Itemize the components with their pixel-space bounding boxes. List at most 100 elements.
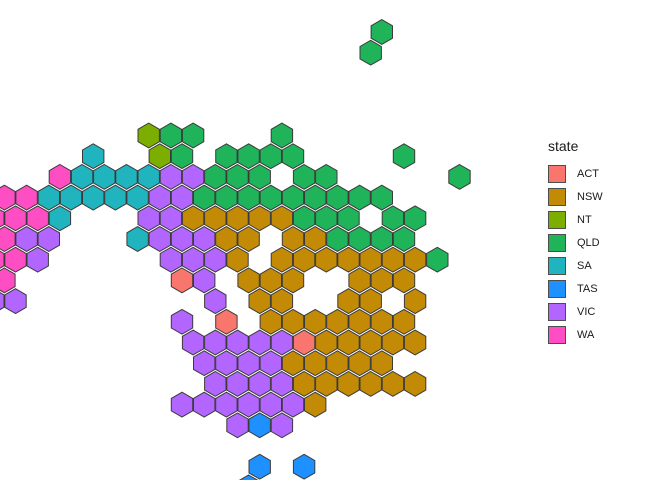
hex-cell-vic — [181, 329, 205, 356]
hex-cell-vic — [259, 391, 282, 418]
hex-cell-vic — [226, 412, 249, 439]
hex-cell-wa — [0, 267, 16, 294]
hex-cell-vic — [204, 288, 227, 315]
hex-cell-tas — [248, 412, 271, 439]
hex-cell-act — [215, 308, 238, 335]
hex-cell-vic — [170, 308, 194, 335]
hex-cell-nsw — [381, 370, 405, 397]
hex-cell-vic — [4, 288, 27, 315]
hex-cell-qld — [348, 184, 371, 211]
hex-cell-sa — [115, 163, 138, 190]
hex-cell-vic — [193, 350, 216, 377]
hex-cell-nsw — [326, 308, 349, 335]
legend-item-wa: WA — [548, 323, 603, 346]
hex-cell-vic — [170, 184, 194, 211]
hex-cell-qld — [426, 246, 449, 273]
hex-cell-nsw — [370, 267, 393, 294]
hex-cell-qld — [204, 163, 227, 190]
hex-cell-sa — [126, 184, 149, 211]
hex-cell-wa — [4, 246, 27, 273]
legend-item-vic: VIC — [548, 300, 603, 323]
legend-key-vic — [548, 302, 566, 321]
legend-item-qld: QLD — [548, 231, 603, 254]
hex-cell-vic — [204, 370, 227, 397]
hex-cell-vic — [148, 226, 171, 252]
hex-cell-sa — [59, 184, 83, 211]
legend-label-wa: WA — [577, 328, 595, 341]
hex-cell-qld — [215, 184, 238, 211]
hex-cell-qld — [226, 163, 249, 190]
hex-cell-nsw — [204, 205, 227, 232]
hex-cell-qld — [292, 163, 316, 190]
hex-cell-nsw — [304, 391, 327, 418]
hex-cell-qld — [170, 143, 194, 170]
legend-key-sa — [548, 256, 566, 275]
legend-items: ACT NSW NT QLD SA TAS VIC WA — [548, 162, 603, 346]
legend-title: state — [548, 138, 579, 154]
hex-cell-nsw — [392, 267, 416, 294]
hex-cell-nsw — [281, 226, 305, 252]
hex-cell-nsw — [237, 226, 260, 252]
hex-cell-sa — [104, 184, 127, 211]
hex-cell-vic — [159, 205, 183, 232]
hex-cell-qld — [403, 205, 427, 232]
hex-cell-nt — [137, 122, 160, 149]
hex-cell-vic — [248, 370, 271, 397]
hex-cell-vic — [15, 226, 38, 252]
hex-cell-vic — [270, 370, 294, 397]
hex-cell-wa — [0, 209, 5, 228]
hex-cell-tas — [238, 474, 259, 480]
hex-cell-nsw — [259, 308, 282, 335]
hex-cell-nsw — [348, 350, 371, 377]
hex-cell-qld — [315, 163, 338, 190]
hex-cell-vic — [248, 329, 271, 356]
hex-cell-nsw — [392, 308, 416, 335]
hex-cell-vic — [226, 370, 249, 397]
hex-cell-nsw — [370, 350, 393, 377]
legend-label-nsw: NSW — [577, 190, 603, 203]
hex-cell-qld — [337, 205, 360, 232]
hex-cell-nsw — [359, 329, 382, 356]
hex-cell-nsw — [337, 329, 360, 356]
legend-label-nt: NT — [577, 213, 592, 226]
hex-cell-sa — [48, 205, 72, 232]
hex-cell-nsw — [259, 267, 282, 294]
hex-cell-qld — [215, 143, 238, 170]
hex-cell-nsw — [315, 329, 338, 356]
hex-cell-nsw — [281, 350, 305, 377]
hex-cell-nsw — [304, 226, 327, 252]
hex-cell-qld — [159, 122, 183, 149]
hex-cell-nsw — [281, 267, 305, 294]
hex-cell-nsw — [381, 246, 405, 273]
hex-cell-qld — [381, 205, 405, 232]
hex-cell-nsw — [304, 308, 327, 335]
legend-key-qld — [548, 233, 566, 252]
hex-cell-nsw — [292, 246, 316, 273]
hex-cell-wa — [4, 205, 27, 232]
hex-cell-vic — [237, 350, 260, 377]
hex-cell-qld — [348, 226, 371, 252]
hex-cell-sa — [126, 226, 149, 252]
hex-cell-vic — [281, 391, 305, 418]
hex-cell-wa — [15, 184, 38, 211]
legend-key-nsw — [548, 187, 566, 206]
hex-cell-nsw — [226, 205, 249, 232]
hex-cell-nsw — [237, 267, 260, 294]
hex-cell-vic — [226, 329, 249, 356]
hex-cell-wa — [0, 226, 16, 252]
hex-cell-nsw — [292, 370, 316, 397]
legend-item-sa: SA — [548, 254, 603, 277]
hex-cell-nsw — [359, 246, 382, 273]
hex-cell-wa — [0, 184, 16, 211]
hex-cell-vic — [215, 350, 238, 377]
hex-cell-nsw — [270, 205, 294, 232]
hex-cell-vic — [148, 184, 171, 211]
hex-cell-vic — [170, 391, 194, 418]
hex-cell-nsw — [315, 246, 338, 273]
hex-cell-nsw — [226, 246, 249, 273]
hex-cell-vic — [204, 246, 227, 273]
hex-cell-vic — [181, 163, 205, 190]
hex-cell-sa — [137, 163, 160, 190]
hex-cell-nsw — [403, 370, 427, 397]
hex-cell-qld — [270, 122, 294, 149]
